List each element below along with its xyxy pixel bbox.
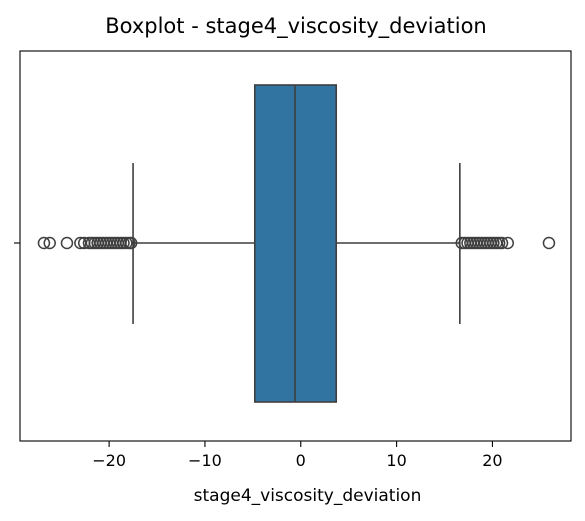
x-tick-label: 0 (296, 451, 306, 470)
axes-frame (19, 50, 572, 442)
x-tick-label: 20 (482, 451, 502, 470)
outlier-point (495, 236, 509, 250)
outlier-point (43, 236, 56, 250)
x-tick-label: 10 (386, 451, 406, 470)
outlier-point (60, 236, 74, 250)
x-axis-label: stage4_viscosity_deviation (194, 486, 422, 506)
x-tick-label: −20 (92, 451, 126, 470)
x-axis: −20 −10 0 10 20 (14, 242, 503, 470)
outlier-point (37, 236, 51, 250)
outlier-point (124, 236, 138, 250)
chart-title: Boxplot - stage4_viscosity_deviation (105, 14, 487, 39)
outlier-point (501, 236, 515, 250)
x-tick-label: −10 (188, 451, 222, 470)
outlier-point (542, 236, 556, 250)
box-marks (37, 84, 556, 403)
